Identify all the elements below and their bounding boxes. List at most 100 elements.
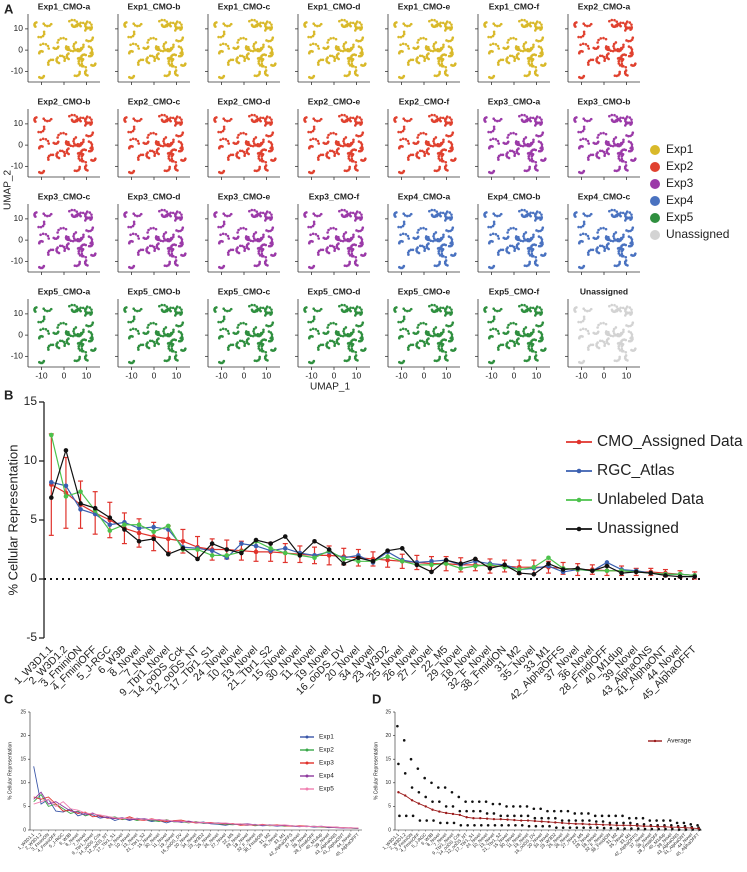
umap-dot [42, 22, 45, 25]
umap-dot [428, 114, 431, 118]
umap-dot [574, 215, 577, 218]
umap-dot [243, 154, 246, 158]
umap-dot [544, 62, 547, 66]
umap-dot [132, 127, 136, 131]
umap-dot [238, 54, 242, 58]
y-tick-label: 0 [18, 139, 23, 149]
umap-dot [526, 212, 530, 216]
umap-dot [258, 70, 261, 74]
umap-dot [91, 226, 95, 230]
umap-dot [166, 57, 170, 60]
umap-dot [337, 333, 341, 336]
umap-dot [444, 117, 447, 121]
umap-dot [75, 115, 79, 118]
umap-dot [251, 239, 255, 243]
panel-label: B [4, 387, 13, 402]
umap-dot [630, 120, 634, 124]
x-tick-label: 0 [422, 370, 427, 380]
umap-dot [619, 21, 622, 25]
umap-dot [254, 41, 258, 44]
umap-dot [614, 326, 618, 329]
umap-dot [523, 208, 526, 212]
umap-dot [253, 303, 256, 307]
umap-dot [79, 306, 82, 310]
umap-dot [167, 59, 171, 63]
umap-dot [81, 247, 85, 251]
umap-dot [360, 118, 363, 121]
umap-dot [165, 214, 169, 218]
umap-dot [407, 237, 411, 240]
umap-dot [496, 309, 499, 313]
umap-dot [172, 233, 175, 237]
umap-dot [217, 320, 220, 324]
umap-dot [162, 235, 165, 238]
umap-dot [436, 22, 440, 26]
umap-dot [148, 149, 152, 153]
facet-title: Exp4_CMO-a [398, 191, 451, 201]
umap-dot [255, 115, 259, 118]
umap-dot [617, 59, 621, 63]
umap-dot [312, 212, 315, 215]
umap-dot [361, 36, 365, 40]
umap-dot [616, 247, 620, 250]
umap-dot-cloud [33, 303, 97, 365]
umap-dot [227, 63, 230, 66]
umap-dot [136, 44, 140, 48]
umap-dot [228, 119, 231, 122]
umap-dot [74, 333, 77, 337]
umap-dot [181, 321, 185, 325]
umap-dot [172, 349, 175, 353]
umap-dot [489, 138, 492, 142]
umap-dot [506, 231, 509, 234]
umap-dot [75, 210, 79, 213]
umap-dot [519, 334, 523, 338]
facet-title: Exp5_CMO-c [218, 286, 271, 296]
umap-dot [424, 227, 428, 231]
umap-dot [609, 334, 613, 338]
umap-dot [520, 208, 524, 212]
umap-dot [351, 306, 355, 310]
umap-dot [512, 226, 515, 230]
umap-dot [64, 132, 68, 136]
umap-dot [34, 215, 37, 218]
umap-dot [434, 136, 438, 139]
umap-dot [427, 57, 430, 61]
umap-dot [178, 306, 182, 309]
umap-dot [615, 210, 619, 213]
umap-dot [252, 45, 255, 48]
umap-dot [229, 22, 233, 26]
umap-dot [88, 116, 92, 119]
umap-dot [432, 140, 435, 143]
umap-dot [274, 252, 277, 256]
umap-dot [361, 321, 365, 325]
umap-dot [450, 120, 454, 124]
umap-dot [42, 359, 46, 363]
umap-dot [70, 303, 74, 307]
umap-dot [271, 36, 275, 40]
umap-dot [350, 62, 354, 66]
umap-dot [399, 233, 402, 237]
umap-dot [137, 348, 140, 351]
umap-dot [597, 133, 600, 137]
umap-dot [127, 336, 131, 340]
umap-dot [524, 326, 528, 329]
umap-dot [448, 306, 452, 309]
umap-dot [342, 327, 346, 331]
umap-dot [420, 339, 424, 343]
umap-dot [484, 310, 487, 313]
umap-dot-cloud [303, 18, 367, 80]
umap-dot-cloud [303, 113, 367, 175]
umap-dot [239, 227, 243, 230]
umap-dot [431, 49, 435, 53]
umap-dot [489, 35, 493, 39]
umap-dot [132, 125, 136, 129]
umap-dot [364, 62, 367, 66]
umap-dot [264, 161, 268, 164]
umap-dot [81, 342, 85, 346]
umap-dot [332, 131, 335, 135]
umap-dot [403, 119, 407, 122]
umap-dot [89, 141, 93, 144]
umap-dot [172, 330, 175, 334]
umap-dot [181, 146, 184, 150]
umap-dot [521, 144, 525, 148]
